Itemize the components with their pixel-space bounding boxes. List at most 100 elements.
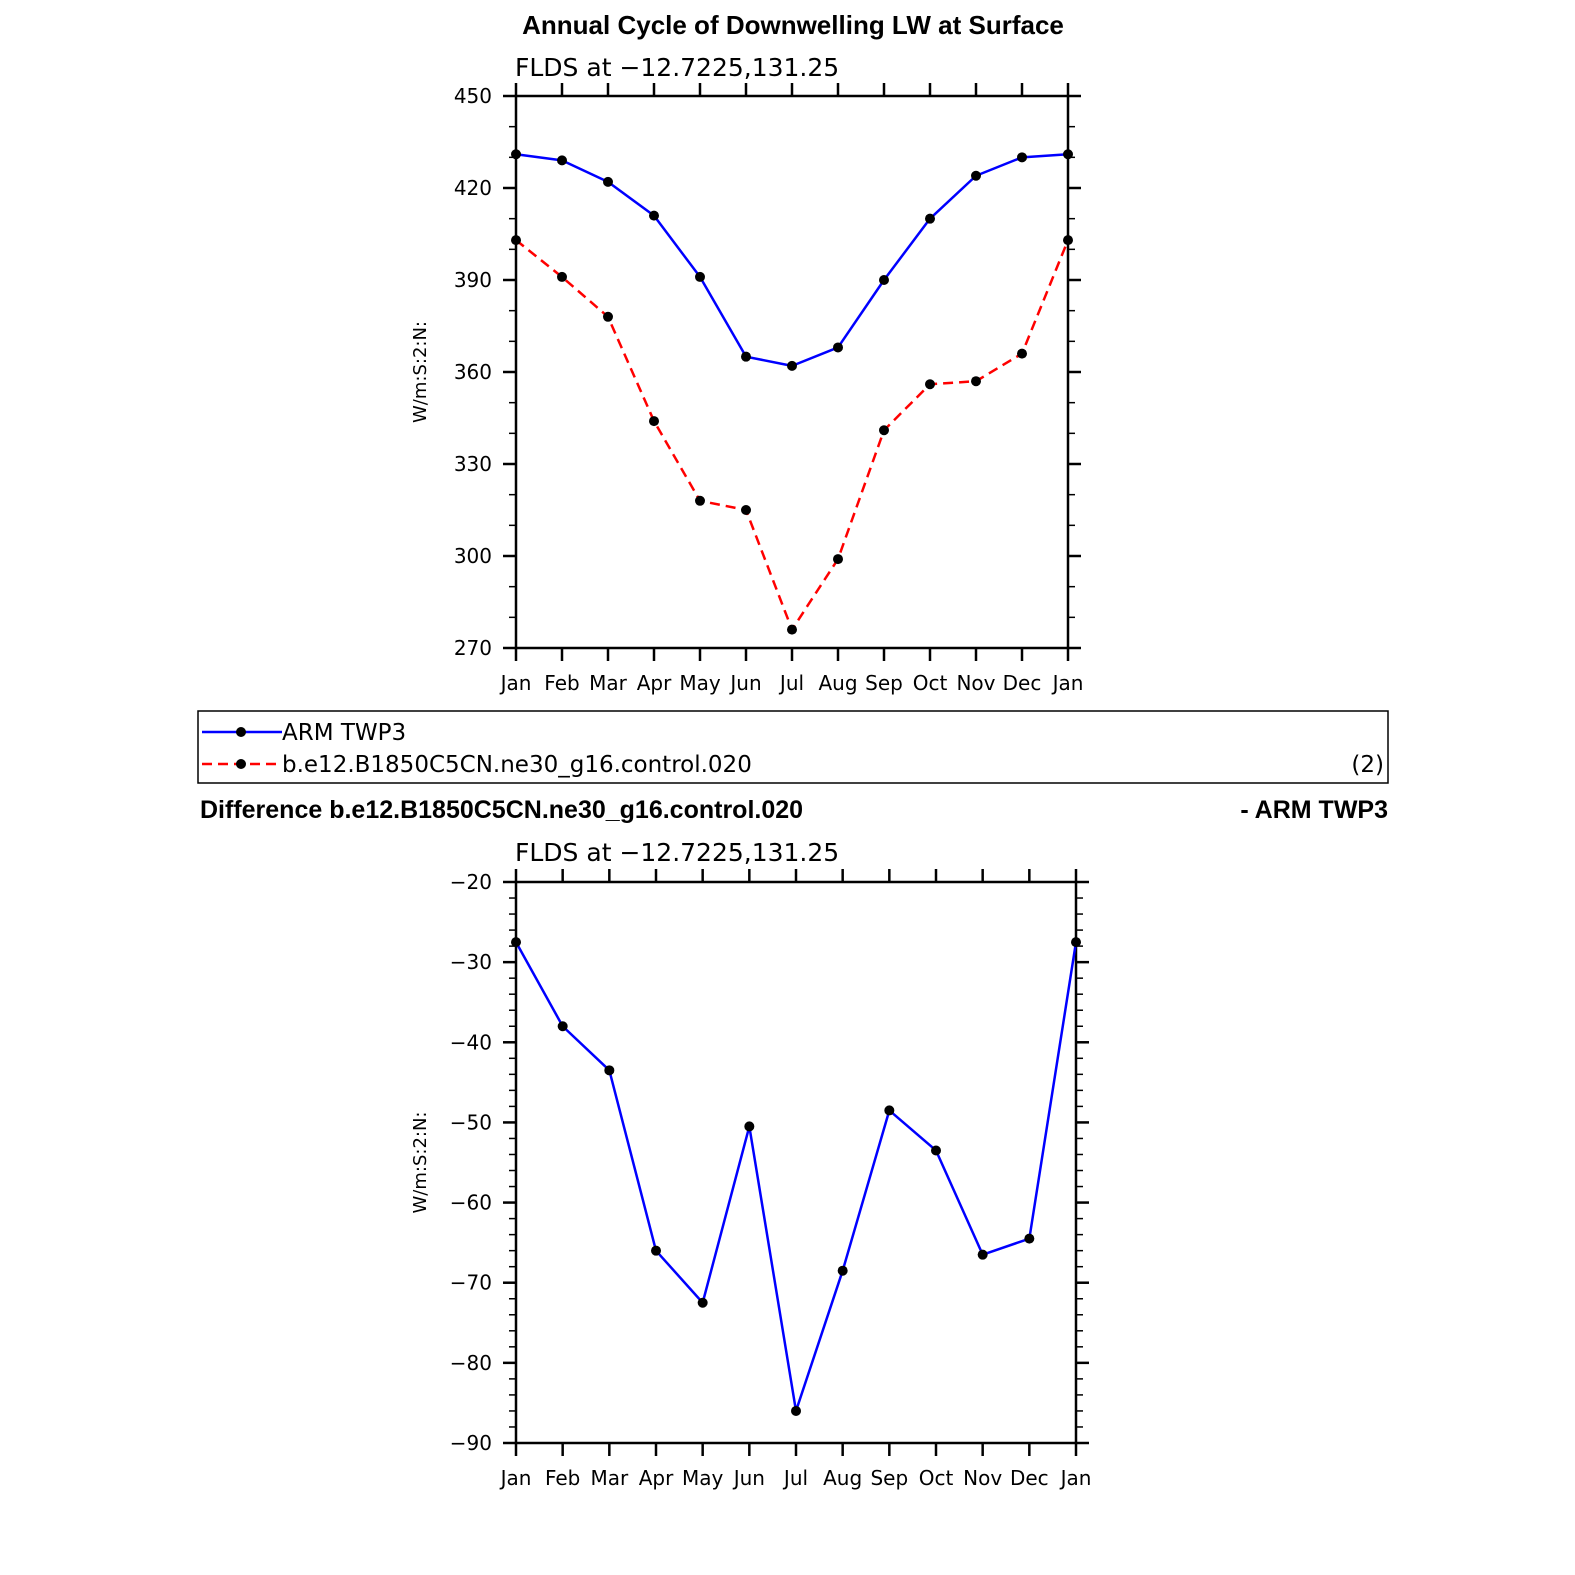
bottom-xtick-label: Apr <box>639 1466 674 1490</box>
bottom-plot-frame <box>514 880 1078 1445</box>
top-series-1-point <box>741 505 751 515</box>
bottom-series-line-0 <box>514 941 1078 1413</box>
bottom-series-0-point <box>837 1265 848 1276</box>
top-y-axis-label: W/m:S:2:N: <box>410 321 431 423</box>
bottom-xtick-label: Feb <box>545 1466 580 1490</box>
top-xtick-label: Apr <box>637 671 672 695</box>
bottom-xtick-label: May <box>682 1466 724 1490</box>
bottom-xtick-label: Mar <box>590 1466 629 1490</box>
top-xtick-label: Jul <box>778 671 804 695</box>
top-series-1-point <box>649 416 659 427</box>
top-ytick-label: 330 <box>454 452 492 476</box>
bottom-series-0-point <box>931 1145 941 1156</box>
bottom-ytick-label: −30 <box>450 950 492 974</box>
top-xtick-label: Oct <box>913 671 948 695</box>
top-xtick-label: Nov <box>956 671 995 695</box>
top-ytick-label: 270 <box>454 636 492 660</box>
bottom-ytick-label: −20 <box>450 870 492 894</box>
top-series-1-point <box>787 624 797 635</box>
top-series-0-point <box>557 155 567 166</box>
top-series-0-point <box>879 275 889 285</box>
bottom-xtick-label: Jan <box>1059 1466 1092 1490</box>
legend-marker-arm-twp3 <box>236 727 246 737</box>
bottom-series-0-point <box>1024 1233 1035 1244</box>
bottom-ytick-label: −40 <box>450 1030 492 1054</box>
legend-label-model: b.e12.B1850C5CN.ne30_g16.control.020 <box>282 752 752 778</box>
bottom-xtick-label: Jun <box>732 1466 765 1490</box>
bottom-series-0-point <box>884 1105 895 1116</box>
top-series-0-point <box>1017 152 1027 163</box>
top-series-0-point <box>833 342 843 353</box>
top-ytick-label: 450 <box>454 84 492 108</box>
bottom-xtick-label: Jan <box>499 1466 532 1490</box>
top-ytick-label: 360 <box>454 360 492 384</box>
bottom-series-0-point <box>791 1405 801 1416</box>
bottom-series-0-point <box>557 1021 568 1032</box>
top-chart: Jan Feb Mar Apr May Jun Jul Aug Sep Oct Nov Dec Jan 2… <box>410 83 1083 695</box>
top-xtick-label: Mar <box>589 671 628 695</box>
top-series-1-point <box>1063 235 1073 246</box>
bottom-y-axis-label: W/m:S:2:N: <box>410 1112 431 1214</box>
top-xtick-label: Dec <box>1003 671 1042 695</box>
top-series-0-point <box>925 213 935 224</box>
top-xtick-label: Jun <box>728 671 761 695</box>
bottom-series-0-point <box>697 1297 708 1308</box>
top-xtick-label: Aug <box>818 671 857 695</box>
bottom-xtick-label: Jul <box>782 1466 808 1490</box>
bottom-xtick-label: Aug <box>823 1466 862 1490</box>
bottom-xtick-label: Dec <box>1010 1466 1049 1490</box>
top-series-1-point <box>1017 348 1027 359</box>
top-series-1-point <box>925 379 935 390</box>
bottom-series-0-point <box>977 1249 988 1260</box>
top-series-0-point <box>1063 149 1073 160</box>
bottom-ytick-label: −60 <box>450 1191 492 1215</box>
top-xtick-label: Sep <box>865 671 903 695</box>
top-xtick-label: May <box>679 671 721 695</box>
top-series-1-point <box>879 425 889 436</box>
top-ytick-label: 390 <box>454 268 492 292</box>
bottom-ytick-label: −50 <box>450 1110 492 1134</box>
legend-marker-model <box>236 759 246 769</box>
bottom-ytick-label: −70 <box>450 1271 492 1295</box>
legend: ARM TWP3 b.e12.B1850C5CN.ne30_g16.contro… <box>197 710 1389 784</box>
top-series-0-point <box>787 360 797 371</box>
top-series-0-point <box>603 176 613 187</box>
top-series-0-point <box>511 149 521 160</box>
bottom-chart-title-right: - ARM TWP3 <box>1240 796 1388 824</box>
top-series-0-point <box>741 351 751 362</box>
bottom-chart-title-left: Difference b.e12.B1850C5CN.ne30_g16.cont… <box>200 796 803 824</box>
top-series-1-point <box>695 495 705 506</box>
legend-box <box>197 710 1389 784</box>
bottom-series-0-point <box>511 937 521 948</box>
top-xtick-label: Jan <box>1051 671 1084 695</box>
top-series-line-1 <box>515 239 1070 631</box>
top-xtick-label: Jan <box>499 671 532 695</box>
legend-panel-number: (2) <box>1351 752 1384 778</box>
top-series-0-point <box>695 271 705 282</box>
top-series-0-point <box>649 210 659 221</box>
bottom-xtick-label: Sep <box>870 1466 908 1490</box>
top-series-1-point <box>511 235 521 246</box>
top-series-1-point <box>971 376 981 387</box>
top-ytick-label: 420 <box>454 176 492 200</box>
bottom-xtick-label: Nov <box>963 1466 1002 1490</box>
top-xtick-label: Feb <box>544 671 579 695</box>
top-ytick-label: 300 <box>454 544 492 568</box>
top-series-1-point <box>557 271 567 282</box>
legend-label-arm-twp3: ARM TWP3 <box>282 720 406 746</box>
bottom-series-0-point <box>1071 937 1081 948</box>
bottom-series-0-point <box>744 1121 755 1132</box>
bottom-xtick-label: Oct <box>919 1466 954 1490</box>
bottom-ytick-label: −90 <box>450 1431 492 1455</box>
top-series-1-point <box>833 554 843 565</box>
bottom-ytick-label: −80 <box>450 1351 492 1375</box>
top-series-1-point <box>603 311 613 322</box>
top-chart-title: Annual Cycle of Downwelling LW at Surfac… <box>522 10 1064 40</box>
top-series-0-point <box>971 170 981 181</box>
bottom-series-0-point <box>651 1245 661 1256</box>
bottom-chart-subtitle: FLDS at −12.7225,131.25 <box>515 838 839 867</box>
top-series-line-0 <box>515 153 1069 368</box>
bottom-series-0-point <box>604 1065 615 1076</box>
bottom-chart: Jan Feb Mar Apr May Jun Jul Aug Sep Oct Nov Dec Jan−… <box>410 869 1091 1490</box>
